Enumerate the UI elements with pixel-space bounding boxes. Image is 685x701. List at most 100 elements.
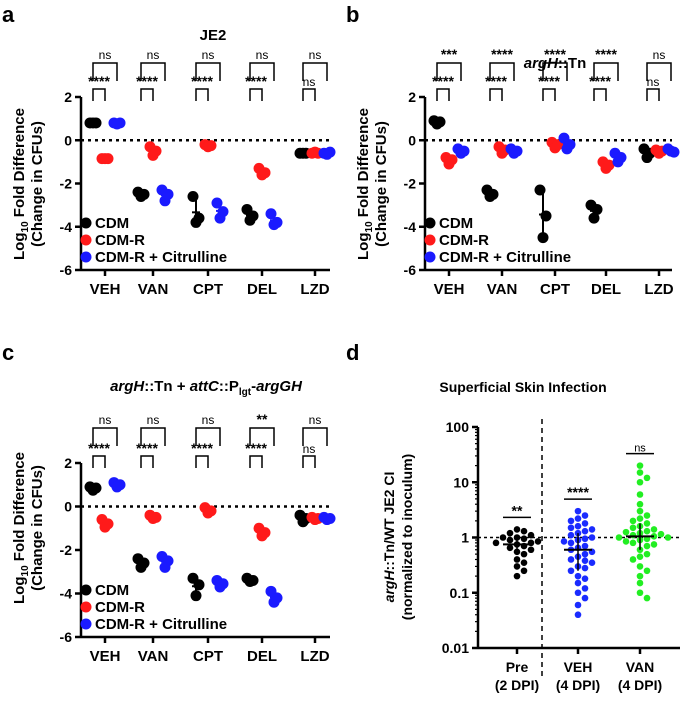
- panel-letter-d: d: [346, 340, 359, 365]
- sig-label: ****: [567, 484, 589, 500]
- data-point-veh: [581, 527, 589, 535]
- data-point-pre: [520, 559, 528, 566]
- y-tick-label: 1: [461, 530, 469, 546]
- data-point-pre: [492, 539, 500, 547]
- sig-label-upper: ns: [309, 48, 322, 62]
- sig-label-lower: ns: [303, 75, 316, 89]
- data-point-cdm-r-citrulline: [271, 216, 283, 228]
- sig-label-lower: ****: [245, 440, 267, 456]
- data-point-van: [636, 478, 644, 486]
- sig-bracket-upper: [593, 62, 619, 81]
- y-tick-label: 2: [64, 455, 72, 471]
- data-point-van: [615, 534, 623, 541]
- sig-label-upper: ns: [653, 48, 666, 62]
- data-point-cdm-r: [205, 505, 217, 517]
- x-tick-label: DEL: [591, 281, 621, 298]
- sig-bracket-lower: [140, 455, 154, 468]
- panel-a-ylabel-2: (Change in CFUs): [29, 121, 46, 247]
- data-point-veh: [581, 550, 589, 558]
- panel-letter-a: a: [2, 2, 15, 27]
- y-tick-label: 0.01: [442, 640, 469, 656]
- legend-marker: [80, 251, 92, 263]
- data-point-van: [643, 567, 651, 575]
- panel-d-title: Superficial Skin Infection: [439, 379, 606, 395]
- data-point-veh: [581, 512, 589, 519]
- panel-b: b argH::Tn Log10 Fold Difference (Change…: [346, 2, 586, 260]
- panel-d-plot: 100 10 1 0.1 0.01 ** Pre (2 DPI) **** VEH (4 DPI) n…: [442, 419, 680, 693]
- sig-bracket-upper: [195, 62, 221, 81]
- data-point-pre: [520, 535, 528, 543]
- sig-label-lower: ****: [191, 73, 213, 89]
- data-point-veh: [574, 589, 582, 597]
- sig-bracket-upper: [249, 427, 275, 446]
- legend-label: CDM: [95, 215, 129, 232]
- data-point-veh: [567, 531, 575, 539]
- x-tick-label: CPT: [193, 648, 223, 665]
- x-tick-label: VAN: [487, 281, 518, 298]
- sig-bracket-upper: [140, 62, 166, 81]
- data-point-van: [657, 530, 665, 538]
- legend-label: CDM-R + Citrulline: [95, 616, 227, 633]
- data-point-van: [643, 474, 651, 482]
- sig-bracket-lower: [92, 455, 106, 468]
- data-point-van: [643, 520, 651, 527]
- data-point-van: [629, 517, 637, 525]
- data-point-cdm-r-citrulline: [564, 139, 576, 151]
- data-point-veh: [581, 542, 589, 550]
- data-point-van: [650, 526, 658, 533]
- data-point-cdm: [591, 203, 603, 215]
- sig-label-upper: ns: [309, 413, 322, 427]
- sig-bracket-lower: [302, 88, 316, 101]
- data-point-cdm: [588, 212, 600, 224]
- legend-label: CDM: [439, 215, 473, 232]
- data-point-veh: [581, 594, 589, 602]
- sig-bracket-upper: [195, 427, 221, 446]
- sig-bracket-lower: [489, 88, 503, 101]
- y-tick-label: 0.1: [450, 585, 470, 601]
- data-point-cdm-r-citrulline: [615, 152, 627, 164]
- data-point-pre: [527, 546, 535, 554]
- sig-label-lower: ****: [191, 440, 213, 456]
- data-point-cdm-r-citrulline: [511, 145, 523, 157]
- x-tick-label: DEL: [247, 648, 277, 665]
- sig-label-lower: ****: [589, 73, 611, 89]
- x-tick-label: VEH: [434, 281, 465, 298]
- data-point-van: [636, 563, 644, 570]
- data-point-cdm-r-citrulline: [217, 578, 229, 590]
- data-point-pre: [506, 529, 514, 537]
- data-point-cdm-r-citrulline: [114, 479, 126, 491]
- panel-b-plot: 20-2-4-6VEH*******VAN********CPT********…: [404, 46, 680, 298]
- data-point-veh: [588, 526, 596, 533]
- data-point-cdm: [193, 212, 205, 224]
- panel-letter-c: c: [2, 340, 14, 365]
- data-point-cdm-r: [150, 145, 162, 157]
- data-point-van: [636, 553, 644, 560]
- x-tick-sublabel: (2 DPI): [495, 677, 539, 693]
- data-point-veh: [574, 515, 582, 522]
- y-tick-label: -6: [60, 629, 73, 645]
- panel-c-title: argH::Tn + attC::Plgt-argGH: [110, 378, 303, 398]
- sig-label-lower: ****: [136, 440, 158, 456]
- data-point-pre: [499, 534, 507, 541]
- y-tick-label: 0: [64, 499, 72, 515]
- data-point-van: [643, 550, 651, 558]
- data-point-cdm-r: [259, 167, 271, 179]
- data-point-cdm-r: [205, 140, 217, 152]
- y-tick-label: 10: [453, 474, 469, 490]
- x-tick-label: CPT: [540, 281, 570, 298]
- sig-bracket-upper: [92, 62, 118, 81]
- data-point-cdm-r-citrulline: [668, 146, 680, 158]
- sig-label-lower: ns: [303, 442, 316, 456]
- legend-label: CDM-R + Citrulline: [95, 249, 227, 266]
- panel-d: d Superficial Skin Infection argH::Tn/WT…: [346, 340, 607, 620]
- panel-a-title: JE2: [200, 27, 227, 44]
- x-tick-label: VAN: [138, 281, 169, 298]
- data-point-pre: [513, 534, 521, 541]
- data-point-van: [636, 469, 644, 476]
- data-point-van: [629, 531, 637, 539]
- data-point-van: [636, 462, 644, 469]
- sig-bracket-upper: [302, 427, 328, 446]
- data-point-veh: [574, 601, 582, 609]
- data-point-van: [629, 524, 637, 532]
